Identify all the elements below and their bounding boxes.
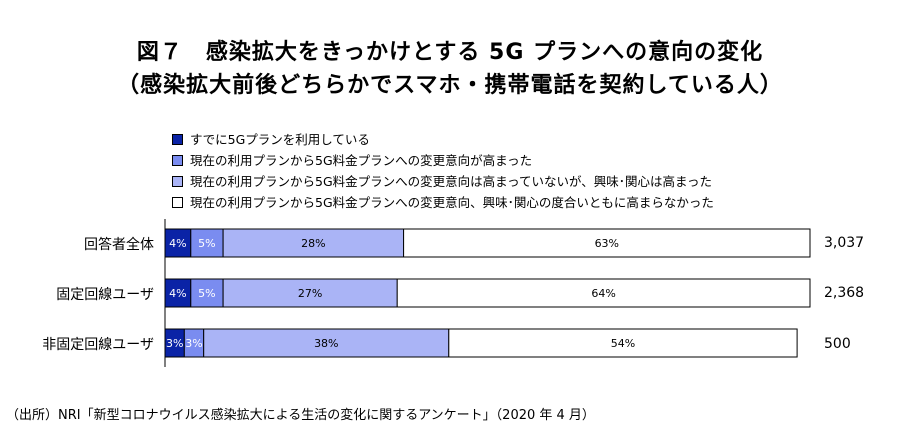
bar-segment bbox=[164, 278, 192, 308]
data-label: 5% bbox=[198, 237, 215, 250]
data-label: 63% bbox=[595, 237, 619, 250]
legend-label: 現在の利用プランから5G料金プランへの変更意向が高まった bbox=[190, 153, 533, 168]
data-label: 5% bbox=[198, 287, 215, 300]
bar-segment bbox=[222, 228, 405, 258]
data-label: 54% bbox=[611, 337, 635, 350]
bar-segment bbox=[190, 278, 224, 308]
bar-segment bbox=[448, 328, 798, 358]
bar-segment bbox=[396, 278, 811, 308]
data-label: 27% bbox=[298, 287, 322, 300]
legend-label: すでに5Gプランを利用している bbox=[190, 132, 370, 147]
data-label: 3% bbox=[185, 337, 202, 350]
total-label-nonfixed: 500 bbox=[824, 336, 851, 352]
legend-label: 現在の利用プランから5G料金プランへの変更意向、興味･関心の度合いともに高まらな… bbox=[190, 195, 714, 210]
data-label: 4% bbox=[169, 287, 186, 300]
total-label-fixed: 2,368 bbox=[824, 285, 865, 301]
data-label: 3% bbox=[166, 337, 183, 350]
total-label-all: 3,037 bbox=[824, 235, 865, 251]
data-label: 4% bbox=[169, 237, 186, 250]
legend-swatch bbox=[172, 176, 183, 187]
data-label: 28% bbox=[301, 237, 325, 250]
category-label-all: 回答者全体 bbox=[84, 237, 154, 253]
bar-segment bbox=[190, 228, 224, 258]
category-label-nonfixed: 非固定回線ユーザ bbox=[42, 337, 154, 353]
legend-label: 現在の利用プランから5G料金プランへの変更意向は高まっていないが、興味･関心は高… bbox=[190, 174, 713, 189]
bar-segment bbox=[164, 228, 192, 258]
legend-swatch bbox=[172, 197, 183, 208]
chart-title-line2: （感染拡大前後どちらかでスマホ・携帯電話を契約している人） bbox=[117, 73, 783, 98]
chart-title-line1: 図７ 感染拡大をきっかけとする 5G プランへの意向の変化 bbox=[136, 40, 764, 65]
legend-swatch bbox=[172, 134, 183, 145]
bar-segment bbox=[222, 278, 398, 308]
bar-segment bbox=[403, 228, 811, 258]
category-label-fixed: 固定回線ユーザ bbox=[56, 287, 154, 303]
data-label: 38% bbox=[314, 337, 338, 350]
legend-swatch bbox=[172, 155, 183, 166]
data-label: 64% bbox=[591, 287, 615, 300]
source-note: （出所）NRI「新型コロナウイルス感染拡大による生活の変化に関するアンケート」（… bbox=[6, 408, 595, 423]
